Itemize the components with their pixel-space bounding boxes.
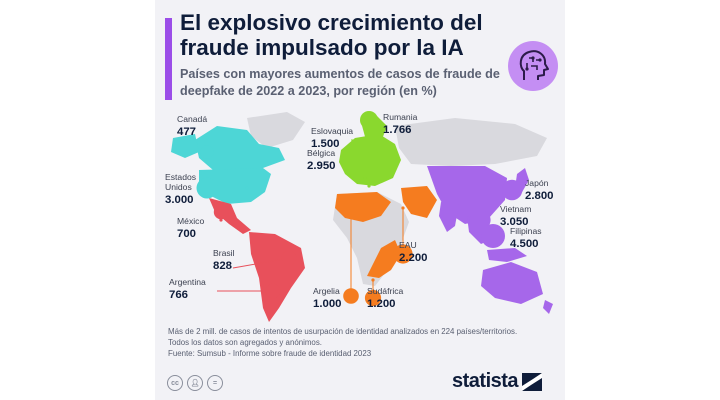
- leader-dot-estados-unidos: [245, 186, 249, 190]
- footnote: Más de 2 mill. de casos de intentos de u…: [168, 326, 563, 359]
- ai-head-icon: [508, 41, 558, 91]
- license-icons: cc 👤︎ =: [167, 375, 223, 391]
- label-value-belgica: 2.950: [307, 160, 336, 172]
- label-value-sudafrica: 1.200: [367, 298, 396, 310]
- label-country-argentina: Argentina: [169, 277, 206, 287]
- chart-subtitle: Países con mayores aumentos de casos de …: [180, 67, 500, 98]
- label-value-canada: 477: [177, 126, 196, 138]
- bubble-argelia: [343, 288, 359, 304]
- bubble-estados-unidos: [196, 177, 218, 199]
- attribution-icon[interactable]: 👤︎: [187, 375, 203, 391]
- label-country-belgica: Bélgica: [307, 148, 335, 158]
- leader-dot-vietnam: [465, 220, 469, 224]
- bubble-vietnam: [469, 209, 491, 231]
- label-country-brasil: Brasil: [213, 248, 235, 258]
- bubble-argentina: [265, 283, 281, 299]
- bubble-eau: [393, 244, 413, 264]
- creative-commons-icon[interactable]: cc: [167, 375, 183, 391]
- bubble-brasil: [281, 250, 297, 266]
- label-value-argentina: 766: [169, 289, 188, 301]
- label-country-estados-unidos-1: Unidos: [165, 182, 192, 192]
- label-country-mexico: México: [177, 216, 204, 226]
- bubble-japon: [501, 179, 523, 201]
- label-country-argelia: Argelia: [313, 286, 340, 296]
- leader-dot-canada: [205, 136, 209, 140]
- bubbles: [196, 111, 523, 307]
- label-value-filipinas: 4.500: [510, 238, 539, 250]
- footnote-note2: Todos los datos son agregados y anónimos…: [168, 338, 322, 347]
- leader-dot-eau: [401, 206, 405, 210]
- leader-dot-sudafrica: [371, 278, 375, 282]
- label-country-japon: Japón: [525, 178, 549, 188]
- label-country-eau: EAU: [399, 240, 417, 250]
- bubble-filipinas: [481, 224, 505, 248]
- label-country-sudafrica: Sudáfrica: [367, 286, 404, 296]
- no-derivatives-icon[interactable]: =: [207, 375, 223, 391]
- bubble-canada: [200, 145, 214, 159]
- statista-mark-icon: [522, 372, 543, 391]
- brand-name: statista: [452, 370, 519, 392]
- label-value-argelia: 1.000: [313, 298, 342, 310]
- chart-title: El explosivo crecimiento del fraude impu…: [180, 10, 483, 60]
- label-value-vietnam: 3.050: [500, 216, 529, 228]
- label-country-eslovaquia: Eslovaquia: [311, 126, 353, 136]
- label-country-filipinas: Filipinas: [510, 226, 542, 236]
- bubble-belgica: [342, 149, 364, 171]
- footnote-note: Más de 2 mill. de casos de intentos de u…: [168, 327, 518, 336]
- label-value-japon: 2.800: [525, 190, 554, 202]
- bubble-eslovaquia: [364, 151, 382, 169]
- label-country-rumania: Rumania: [383, 112, 418, 122]
- label-country-estados-unidos-0: Estados: [165, 172, 196, 182]
- leader-dot-rumania: [367, 184, 371, 188]
- bubble-mexico: [213, 204, 229, 220]
- statista-logo[interactable]: statista: [452, 370, 543, 393]
- infographic-card: El explosivo crecimiento del fraude impu…: [155, 0, 565, 400]
- label-value-brasil: 828: [213, 260, 232, 272]
- label-value-estados-unidos: 3.000: [165, 194, 194, 206]
- label-country-vietnam: Vietnam: [500, 204, 531, 214]
- footnote-source: Fuente: Sumsub - Informe sobre fraude de…: [168, 349, 372, 358]
- leader-dot-mexico: [219, 218, 223, 222]
- label-value-eau: 2.200: [399, 252, 428, 264]
- bubble-sudafrica: [364, 289, 382, 307]
- leader-dot-belgica: [363, 176, 367, 180]
- bubble-rumania: [360, 111, 378, 129]
- label-value-eslovaquia: 1.500: [311, 138, 340, 150]
- label-value-rumania: 1.766: [383, 124, 412, 136]
- accent-bar: [165, 18, 172, 100]
- label-value-mexico: 700: [177, 228, 196, 240]
- label-country-canada: Canadá: [177, 114, 207, 124]
- leader-line-brasil: [232, 257, 290, 269]
